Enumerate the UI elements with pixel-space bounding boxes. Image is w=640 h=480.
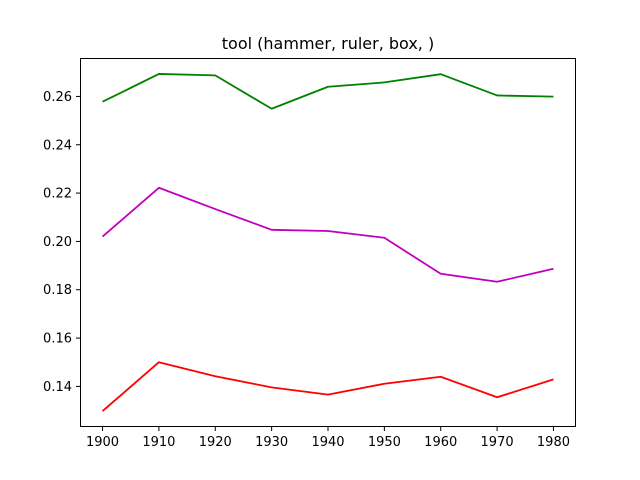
series-line-1 xyxy=(102,73,554,110)
x-tick-label: 1930 xyxy=(255,435,288,450)
plot-frame xyxy=(80,58,576,427)
x-tick-label: 1970 xyxy=(481,435,514,450)
y-tick-label: 0.24 xyxy=(43,138,72,153)
x-tick-label: 1950 xyxy=(368,435,401,450)
x-tick-label: 1900 xyxy=(86,435,119,450)
y-tick-label: 0.14 xyxy=(43,380,72,395)
y-tick-label: 0.20 xyxy=(43,235,72,250)
x-tick-label: 1960 xyxy=(424,435,457,450)
series-line-3 xyxy=(101,361,554,412)
x-tick-label: 1940 xyxy=(311,435,344,450)
plot-area: 1900 1910 1920 1930 1940 1950 1960 1970 1980 0.14… xyxy=(43,58,576,450)
y-tick-label: 0.16 xyxy=(43,332,72,347)
y-tick-label: 0.26 xyxy=(43,90,72,105)
x-tick-label: 1910 xyxy=(142,435,175,450)
x-tick-label: 1980 xyxy=(537,435,570,450)
y-tick-label: 0.18 xyxy=(43,283,72,298)
series-line-2 xyxy=(101,186,554,283)
chart-title: tool (hammer, ruler, box, ) xyxy=(222,34,434,53)
x-tick-label: 1920 xyxy=(199,435,232,450)
y-tick-label: 0.22 xyxy=(43,187,72,202)
